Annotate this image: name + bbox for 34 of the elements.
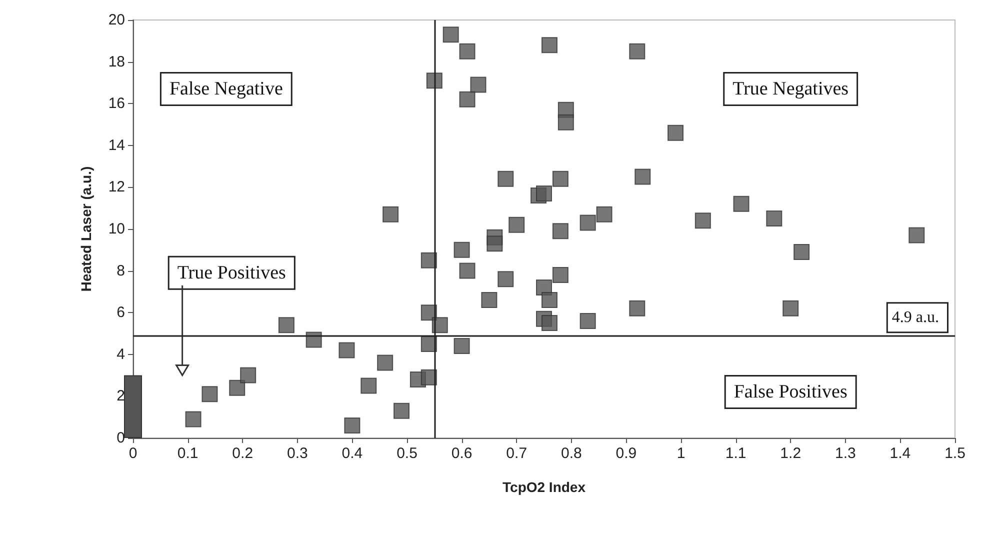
x-tick-label: 0.4 [342, 445, 363, 462]
x-tick-label: 1.2 [780, 445, 802, 462]
y-tick-label: 12 [108, 178, 125, 196]
y-axis-title: Heated Laser (a.u.) [78, 166, 94, 292]
x-tick-label: 0.6 [451, 445, 472, 462]
x-tick-label: 1.3 [834, 445, 856, 462]
y-tick-label: 0 [116, 430, 125, 446]
y-tick-label: 16 [108, 95, 125, 112]
x-tick-label: 0.8 [560, 445, 582, 462]
x-tick-label: 0.2 [232, 445, 254, 462]
x-tick-label: 0 [128, 445, 138, 462]
y-tick-label: 6 [116, 304, 125, 322]
ref-line-label: 4.9 a.u. [892, 309, 939, 326]
y-tick-label: 20 [108, 12, 125, 28]
annotation: False Negative [169, 78, 283, 100]
annotation: False Positives [734, 382, 848, 403]
annotation: True Negatives [732, 78, 849, 100]
x-axis-title: TcpO2 Index [502, 479, 586, 495]
annotation: True Positives [177, 262, 286, 284]
x-tick-label: 0.3 [286, 445, 308, 462]
y-tick-label: 10 [108, 220, 125, 238]
y-tick-label: 2 [116, 388, 125, 405]
x-tick-label: 0.5 [396, 445, 418, 462]
x-tick-label: 0.7 [506, 445, 528, 462]
y-tick-label: 4 [116, 346, 125, 363]
x-tick-label: 1.4 [890, 445, 911, 462]
y-tick-label: 14 [108, 136, 125, 154]
x-tick-label: 0.1 [177, 445, 198, 462]
x-tick-label: 1 [676, 445, 686, 462]
x-tick-label: 0.9 [616, 445, 637, 462]
y-tick-label: 18 [108, 53, 125, 70]
x-tick-label: 1.1 [725, 445, 746, 462]
y-tick-label: 8 [116, 262, 125, 280]
x-tick-label: 1.5 [944, 445, 966, 462]
